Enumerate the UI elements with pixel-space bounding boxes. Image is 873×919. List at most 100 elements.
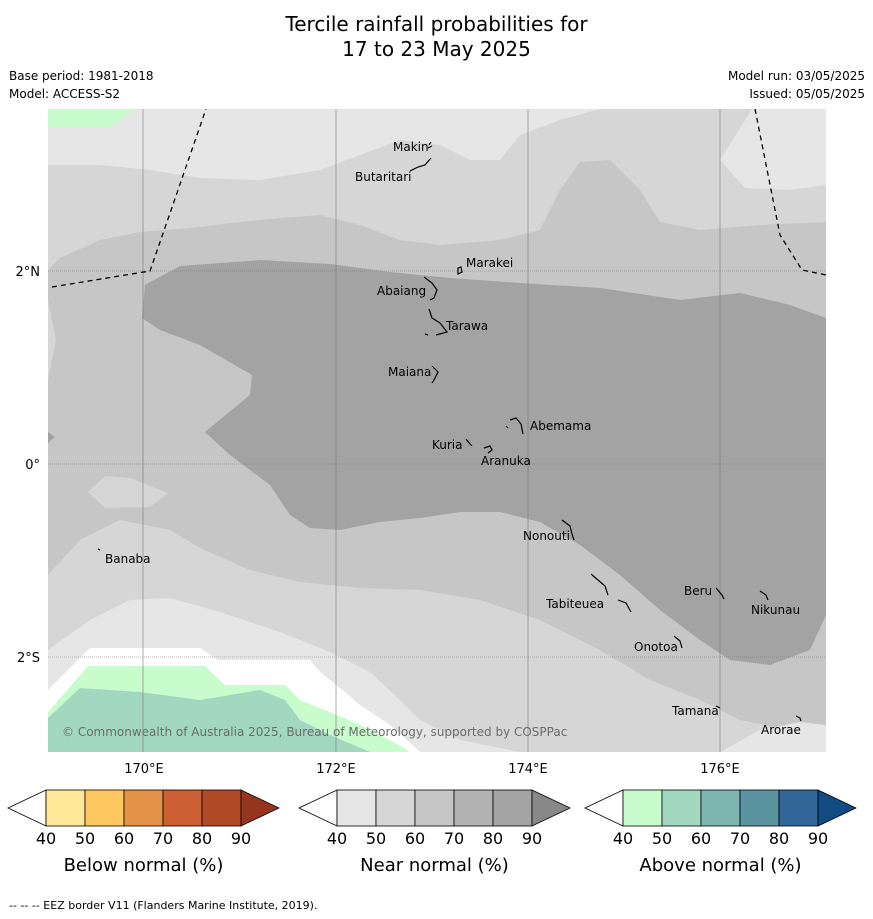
island-label-onotoa: Onotoa [634,640,678,654]
grid [48,109,826,752]
colorbar-segment [45,789,86,827]
island-tabiteuea-shape [590,573,632,613]
map-title: Tercile rainfall probabilities for 17 to… [0,12,873,62]
lon-label-172: 172°E [316,762,356,777]
issued-date: Issued: 05/05/2025 [749,87,865,101]
title-line-1: Tercile rainfall probabilities for [285,12,588,36]
colorbar-above: 40 50 60 70 80 90 Above normal (%) [584,789,857,876]
island-label-abemama: Abemama [530,419,591,433]
island-label-banaba: Banaba [105,552,151,566]
island-makin-shape [427,141,433,149]
colorbar-tick-label: 70 [153,829,173,848]
colorbar-extend-high [531,789,571,827]
island-maiana-shape [431,365,439,384]
colorbar-extend-low [7,789,47,827]
island-abaiang-shape [423,276,438,301]
colorbar-tick-label: 90 [231,829,251,848]
colorbar-segment [661,789,702,827]
colorbar-segment [414,789,455,827]
colorbar-label: Below normal (%) [64,855,224,876]
colorbar-segment [622,789,663,827]
colorbar-tick-label: 90 [808,829,828,848]
island-kuria-shape [465,438,473,447]
island-outlines [97,141,802,722]
island-label-aranuka: Aranuka [481,454,531,468]
lat-label-2n: 2°N [16,265,41,280]
region-above-50-60-south [48,688,370,752]
colorbar-tick-label: 80 [483,829,503,848]
island-butaritari-shape [409,157,432,172]
region-near-40-50-northeast [740,109,826,170]
island-label-tamana: Tamana [671,704,719,718]
colorbar-segment [201,789,242,827]
colorbar-segment [162,789,203,827]
colorbar-tick-label: 60 [405,829,425,848]
colorbar-extend-high [817,789,857,827]
info-left: Base period: 1981-2018 Model: ACCESS-S2 [9,67,154,103]
island-tamana-shape [715,705,721,709]
island-label-tarawa: Tarawa [445,319,488,333]
colorbar-extend-low [584,789,624,827]
region-near-40-50-north [48,109,826,190]
colorbar-below: 40 50 60 70 80 90 Below normal (%) [7,789,280,876]
island-beru-shape [715,587,725,600]
island-arorae-shape [795,715,802,722]
colorbar-segment [700,789,741,827]
lon-label-170: 170°E [124,762,164,777]
island-label-abaiang: Abaiang [377,284,426,298]
colorbar-segment [84,789,125,827]
eez-borders [51,109,826,288]
lat-label-0: 0° [25,458,40,473]
island-abemama-shape [505,417,524,435]
colorbar-near: 40 50 60 70 80 90 Near normal (%) [298,789,571,876]
eez-border-west [51,109,207,288]
colorbar-tick-label: 80 [192,829,212,848]
lat-label-2s: 2°S [17,651,40,666]
region-near-50-60-edge [48,300,56,380]
island-label-marakei: Marakei [466,256,513,270]
colorbar-tick-label: 40 [36,829,56,848]
eez-footnote: -- -- -- EEZ border V11 (Flanders Marine… [9,899,318,912]
colorbar-segment [453,789,494,827]
colorbar-segment [375,789,416,827]
base-period: Base period: 1981-2018 [9,69,154,83]
island-aranuka-shape [483,445,493,454]
eez-border-east [754,109,826,276]
region-near-70-80 [142,260,826,665]
model-name: Model: ACCESS-S2 [9,87,121,101]
colorbar-tick-label: 40 [613,829,633,848]
colorbar-tick-label: 50 [366,829,386,848]
island-label-butaritari: Butaritari [355,170,412,184]
colorbar-label: Near normal (%) [360,855,509,876]
island-label-tabiteuea: Tabiteuea [545,597,604,611]
region-above-40-50-north [48,109,135,128]
island-label-nonouti: Nonouti [523,529,570,543]
colorbar-tick-label: 60 [691,829,711,848]
colorbar-tick-label: 40 [327,829,347,848]
info-right: Model run: 03/05/2025 Issued: 05/05/2025 [728,67,865,103]
island-label-beru: Beru [684,584,712,598]
island-label-arorae: Arorae [761,723,801,737]
island-nikunau-shape [759,590,769,601]
colorbar-extend-low [298,789,338,827]
copyright-notice: © Commonwealth of Australia 2025, Bureau… [62,725,567,739]
colorbar-tick-label: 80 [769,829,789,848]
model-run: Model run: 03/05/2025 [727,69,865,83]
colorbar-segment [492,789,533,827]
island-tarawa-shape [424,308,449,336]
island-label-makin: Makin [393,140,429,154]
colorbar-tick-label: 90 [522,829,542,848]
region-near-70-80-edge [48,432,55,443]
colorbar-extend-high [240,789,280,827]
colorbar-segment [123,789,164,827]
island-label-nikunau: Nikunau [751,603,800,617]
colorbars: 40 50 60 70 80 90 Below normal (%) 40 50 60 70 80 90… [7,789,857,876]
colorbar-tick-label: 60 [114,829,134,848]
colorbar-tick-label: 50 [75,829,95,848]
island-label-maiana: Maiana [388,365,431,379]
colorbar-label: Above normal (%) [639,855,801,876]
island-onotoa-shape [673,635,683,649]
lon-label-174: 174°E [508,762,548,777]
island-nonouti-shape [561,519,575,541]
